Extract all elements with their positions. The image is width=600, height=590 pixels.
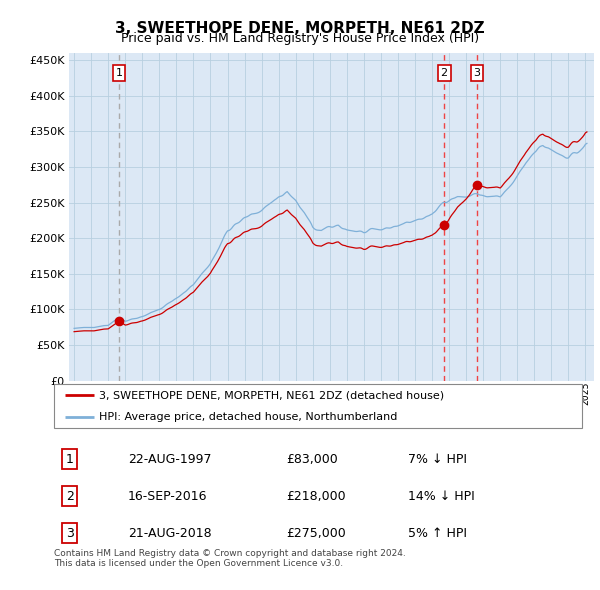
Text: 3, SWEETHOPE DENE, MORPETH, NE61 2DZ (detached house): 3, SWEETHOPE DENE, MORPETH, NE61 2DZ (de… xyxy=(99,391,444,401)
Text: 7% ↓ HPI: 7% ↓ HPI xyxy=(408,453,467,466)
Text: 3: 3 xyxy=(473,68,481,78)
Text: £83,000: £83,000 xyxy=(286,453,338,466)
Text: 3: 3 xyxy=(66,526,74,539)
Text: 2: 2 xyxy=(440,68,448,78)
Text: 14% ↓ HPI: 14% ↓ HPI xyxy=(408,490,475,503)
Text: 1: 1 xyxy=(116,68,122,78)
Text: 16-SEP-2016: 16-SEP-2016 xyxy=(128,490,208,503)
Text: 2: 2 xyxy=(66,490,74,503)
Text: 3, SWEETHOPE DENE, MORPETH, NE61 2DZ: 3, SWEETHOPE DENE, MORPETH, NE61 2DZ xyxy=(115,21,485,35)
Text: Contains HM Land Registry data © Crown copyright and database right 2024.
This d: Contains HM Land Registry data © Crown c… xyxy=(54,549,406,568)
Text: 22-AUG-1997: 22-AUG-1997 xyxy=(128,453,211,466)
Text: HPI: Average price, detached house, Northumberland: HPI: Average price, detached house, Nort… xyxy=(99,412,397,422)
Text: Price paid vs. HM Land Registry's House Price Index (HPI): Price paid vs. HM Land Registry's House … xyxy=(121,32,479,45)
Text: 21-AUG-2018: 21-AUG-2018 xyxy=(128,526,212,539)
Text: 5% ↑ HPI: 5% ↑ HPI xyxy=(408,526,467,539)
Text: £218,000: £218,000 xyxy=(286,490,346,503)
Text: 1: 1 xyxy=(66,453,74,466)
Text: £275,000: £275,000 xyxy=(286,526,346,539)
